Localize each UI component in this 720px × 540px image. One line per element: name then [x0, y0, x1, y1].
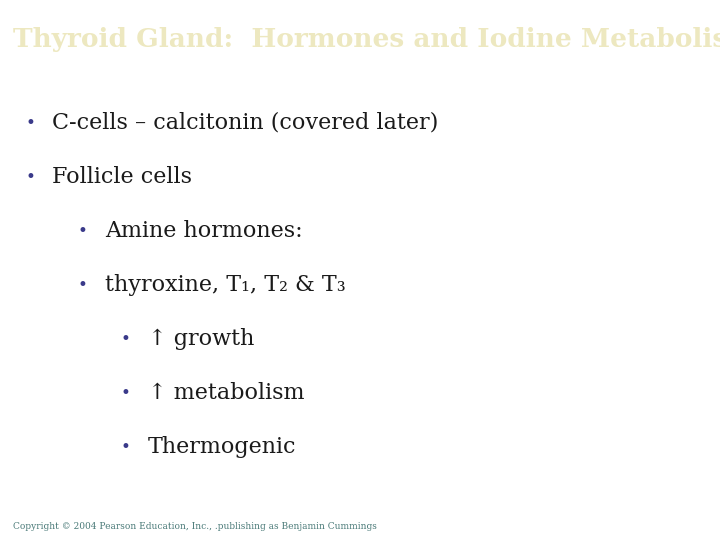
Text: Follicle cells: Follicle cells [52, 166, 192, 188]
Text: Copyright © 2004 Pearson Education, Inc., .publishing as Benjamin Cummings: Copyright © 2004 Pearson Education, Inc.… [13, 522, 377, 531]
Text: ↑ growth: ↑ growth [148, 328, 254, 350]
Text: ↑ metabolism: ↑ metabolism [148, 382, 305, 404]
Text: •: • [77, 222, 87, 240]
Text: Thermogenic: Thermogenic [148, 436, 297, 458]
Text: thyroxine, T₁, T₂ & T₃: thyroxine, T₁, T₂ & T₃ [105, 274, 346, 296]
Text: •: • [25, 168, 35, 186]
Text: •: • [25, 114, 35, 132]
Text: •: • [120, 384, 130, 402]
Text: C-cells – calcitonin (covered later): C-cells – calcitonin (covered later) [52, 112, 438, 134]
Text: •: • [120, 438, 130, 456]
Text: Amine hormones:: Amine hormones: [105, 220, 302, 242]
Text: •: • [120, 330, 130, 348]
Text: Thyroid Gland:  Hormones and Iodine Metabolism: Thyroid Gland: Hormones and Iodine Metab… [13, 27, 720, 52]
Text: •: • [77, 276, 87, 294]
